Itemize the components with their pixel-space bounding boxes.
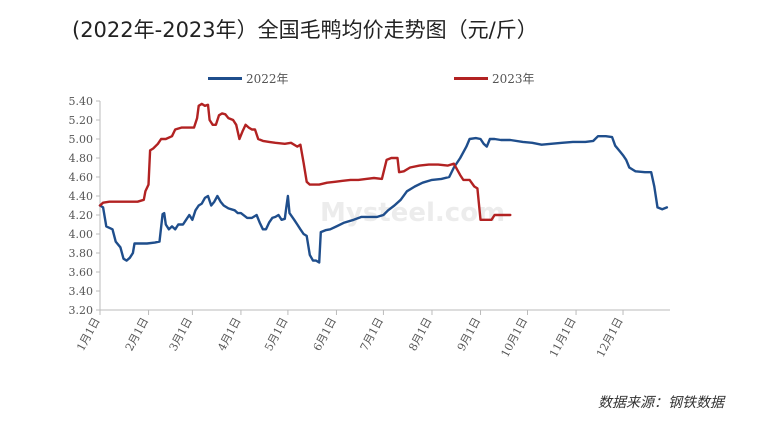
series-line-2023年 (98, 102, 512, 221)
x-tick-label: 12月1日 (594, 315, 626, 359)
x-tick-label: 3月1日 (167, 315, 195, 353)
y-tick-label: 4.60 (69, 171, 94, 184)
legend-swatch-2023 (454, 76, 488, 80)
legend-item-2023: 2023年 (454, 70, 535, 86)
y-tick-label: 5.40 (69, 95, 94, 108)
legend-label-2023: 2023年 (492, 71, 535, 86)
x-tick-label: 9月1日 (455, 315, 483, 353)
x-tick-label: 6月1日 (311, 315, 339, 353)
y-tick-label: 3.80 (69, 247, 94, 260)
x-tick-label: 5月1日 (262, 315, 290, 353)
x-tick-label: 11月1日 (547, 315, 579, 359)
chart-title: (2022年-2023年）全国毛鸭均价走势图（元/斤） (72, 18, 538, 42)
series-line-2022年 (98, 135, 669, 264)
y-tick-label: 4.40 (69, 190, 94, 203)
legend-swatch-2022 (208, 76, 242, 80)
legend-item-2022: 2022年 (208, 70, 289, 86)
x-tick-label: 1月1日 (74, 315, 102, 353)
data-source: 数据来源：钢铁数据 (598, 395, 724, 411)
y-tick-label: 5.20 (69, 114, 94, 127)
x-tick-label: 2月1日 (123, 315, 151, 353)
y-tick-label: 4.20 (69, 209, 94, 222)
y-tick-label: 4.80 (69, 152, 94, 165)
y-tick-label: 4.00 (69, 228, 94, 241)
x-tick-label: 10月1日 (498, 315, 530, 359)
y-tick-label: 5.00 (69, 133, 94, 146)
legend-label-2022: 2022年 (246, 71, 289, 86)
y-tick-label: 3.60 (69, 266, 94, 279)
x-tick-label: 8月1日 (406, 315, 434, 353)
y-tick-label: 3.40 (69, 285, 94, 298)
y-tick-label: 3.20 (69, 304, 94, 317)
watermark: Mysteel.com (320, 198, 506, 228)
x-tick-label: 7月1日 (358, 315, 386, 353)
x-tick-label: 4月1日 (215, 315, 243, 353)
